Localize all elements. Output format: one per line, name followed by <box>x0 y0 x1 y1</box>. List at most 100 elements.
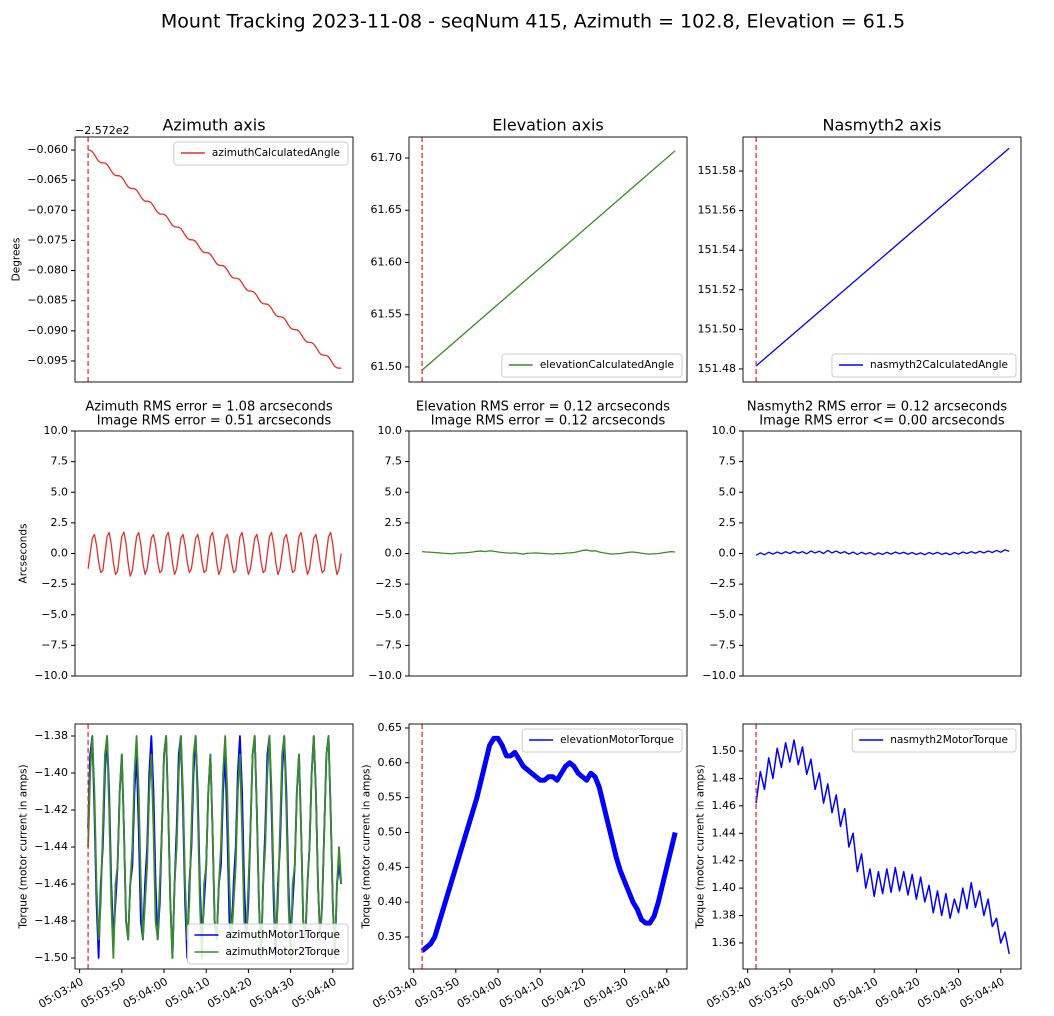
y-tick-label: −5.0 <box>375 608 402 621</box>
subplot: −10.0 −7.5 −5.0 −2.5 0.0 2.5 5.0 7.5 10.0 Azimuth… <box>17 400 354 682</box>
y-tick-label: 151.54 <box>698 243 737 256</box>
y-tick-label: 151.52 <box>698 283 737 296</box>
x-tick-label: 05:04:00 <box>455 975 504 1011</box>
legend-box <box>521 728 683 753</box>
plot-area <box>755 549 1010 556</box>
y-tick-label: 1.42 <box>712 854 737 867</box>
y-tick-label: 0.50 <box>378 825 403 838</box>
data-line <box>755 739 1010 955</box>
x-tick-label: 05:04:40 <box>957 975 1006 1011</box>
subplot: 61.50 61.55 61.60 61.65 61.70 Elevation axis e… <box>371 116 688 383</box>
y-tick-label: −0.060 <box>27 143 68 156</box>
axes-frame <box>74 430 354 677</box>
x-tick-label: 05:04:00 <box>789 975 838 1011</box>
x-tick-label: 05:04:30 <box>581 975 630 1011</box>
legend: azimuthMotor1Torque azimuthMotor2Torque <box>186 923 349 965</box>
legend: elevationCalculatedAngle <box>501 353 683 378</box>
y-tick-label: 2.5 <box>51 516 69 529</box>
x-tick-label: 05:04:10 <box>831 975 880 1011</box>
subplot: −10.0 −7.5 −5.0 −2.5 0.0 2.5 5.0 7.5 10.0 Nasmyth… <box>702 400 1022 682</box>
data-line <box>421 150 676 371</box>
plot-area <box>421 137 676 382</box>
y-tick-label: −7.5 <box>41 638 68 651</box>
y-tick-label: −0.080 <box>27 264 68 277</box>
y-tick-label: 10.0 <box>378 424 403 437</box>
subplot-title: Nasmyth2 RMS error = 0.12 arcseconds <box>747 400 1007 415</box>
subplot-title: Azimuth RMS error = 1.08 arcseconds <box>85 400 333 415</box>
data-line <box>87 735 343 959</box>
y-tick-label: −7.5 <box>709 638 736 651</box>
y-axis-label: Torque (motor current in amps) <box>17 764 29 929</box>
y-tick-label: 61.60 <box>371 255 403 268</box>
y-tick-label: 0.65 <box>378 721 403 734</box>
y-axis-label: Degrees <box>10 238 22 282</box>
y-tick-label: 0.45 <box>378 860 403 873</box>
data-line <box>755 147 1010 367</box>
y-tick-label: −7.5 <box>375 638 402 651</box>
y-tick-label: 5.0 <box>51 485 69 498</box>
legend-label: elevationCalculatedAngle <box>540 359 674 371</box>
x-tick-label: 05:04:10 <box>163 975 212 1011</box>
subplot: 151.48 151.50 151.52 151.54 151.56 151.58 Nasm… <box>698 116 1022 383</box>
y-tick-label: 1.36 <box>712 936 737 949</box>
y-tick-label: −1.44 <box>34 840 68 853</box>
y-tick-label: 5.0 <box>385 485 403 498</box>
y-tick-label: 7.5 <box>385 455 403 468</box>
x-tick-label: 05:04:40 <box>623 975 672 1011</box>
x-tick-label: 05:04:20 <box>205 975 254 1011</box>
y-tick-label: −2.5 <box>709 577 736 590</box>
data-line <box>420 735 678 953</box>
y-tick-label: 0.55 <box>378 791 403 804</box>
y-tick-label: 0.0 <box>719 547 737 560</box>
subplot-title: Elevation RMS error = 0.12 arcseconds <box>416 400 670 415</box>
y-tick-label: 151.48 <box>698 362 737 375</box>
x-tick-label: 05:04:30 <box>247 975 296 1011</box>
y-tick-label: 0.35 <box>378 930 403 943</box>
y-tick-label: −1.46 <box>34 877 68 890</box>
y-tick-label: −0.070 <box>27 203 68 216</box>
x-tick-label: 05:03:40 <box>370 975 419 1011</box>
x-tick-label: 05:04:40 <box>289 975 338 1011</box>
y-tick-label: 1.48 <box>712 771 737 784</box>
plot-area <box>87 724 343 969</box>
y-tick-label: −0.065 <box>27 173 68 186</box>
plot-area <box>420 724 678 969</box>
legend-label: azimuthMotor2Torque <box>225 946 340 958</box>
subplot: 0.350.400.450.500.550.600.6505:03:4005:0… <box>361 721 688 1011</box>
axes-frame <box>408 136 688 383</box>
subplot: −1.50 −1.48 −1.46 −1.44 −1.42 −1.40 −1.38 05:03… <box>17 723 354 1011</box>
y-tick-label: −0.095 <box>27 354 68 367</box>
y-tick-label: 10.0 <box>712 424 737 437</box>
axes-frame <box>74 136 354 383</box>
y-tick-label: −2.5 <box>375 577 402 590</box>
y-tick-label: 151.58 <box>698 164 737 177</box>
data-line <box>422 549 676 555</box>
y-tick-label: 61.70 <box>371 151 403 164</box>
y-tick-label: 1.38 <box>712 909 737 922</box>
legend: nasmyth2CalculatedAngle <box>831 353 1017 378</box>
plot-area <box>755 137 1010 382</box>
data-line <box>88 149 342 369</box>
legend-box <box>186 923 349 965</box>
x-tick-label: 05:03:40 <box>36 975 85 1011</box>
x-tick-label: 05:03:50 <box>413 975 462 1011</box>
axes-frame <box>742 136 1022 383</box>
subplot-title: Image RMS error = 0.12 arcseconds <box>431 414 666 429</box>
x-tick-label: 05:03:50 <box>79 975 128 1011</box>
y-tick-label: 151.56 <box>698 204 737 217</box>
subplot: 1.36 1.38 1.40 1.42 1.44 1.46 1.48 1.50 05:03:40… <box>695 723 1022 1011</box>
subplot-title: Image RMS error = 0.51 arcseconds <box>97 414 332 429</box>
x-tick-label: 05:04:30 <box>915 975 964 1011</box>
y-tick-label: 2.5 <box>719 516 737 529</box>
subplot-title: Image RMS error <= 0.00 arcseconds <box>759 414 1005 429</box>
legend-label: azimuthCalculatedAngle <box>212 147 340 159</box>
y-tick-label: 61.50 <box>371 360 403 373</box>
x-tick-label: 05:04:20 <box>873 975 922 1011</box>
legend-label: azimuthMotor1Torque <box>225 929 340 941</box>
y-tick-label: −5.0 <box>709 608 736 621</box>
y-axis-label: Torque (motor current in amps) <box>361 764 373 929</box>
plot-area <box>755 724 1010 969</box>
y-tick-label: −10.0 <box>702 669 736 682</box>
data-line <box>87 531 342 577</box>
legend-label: nasmyth2CalculatedAngle <box>870 359 1008 371</box>
